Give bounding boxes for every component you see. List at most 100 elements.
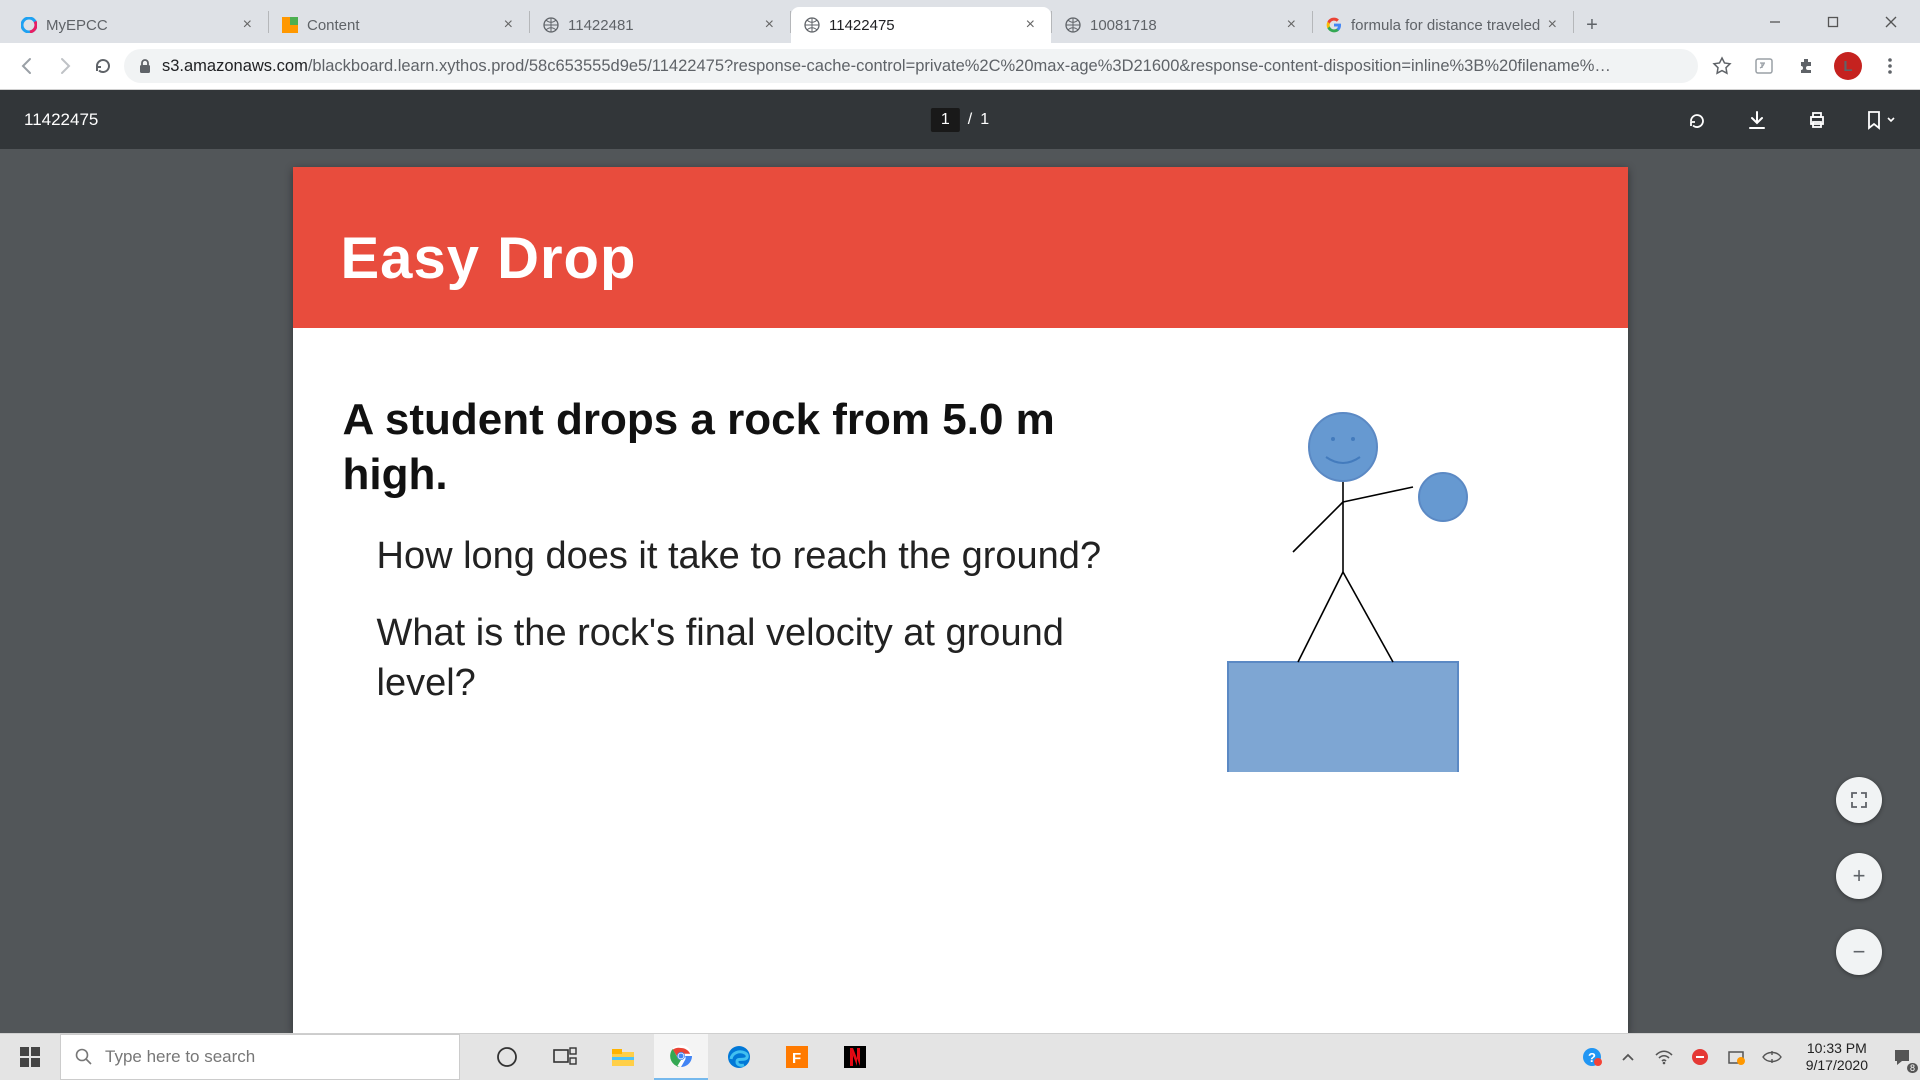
url-field[interactable]: s3.amazonaws.com/blackboard.learn.xythos… (124, 49, 1698, 83)
profile-avatar[interactable]: L (1834, 52, 1862, 80)
slide-question-2: What is the rock's final velocity at gro… (377, 609, 1158, 708)
avatar-letter: L (1843, 58, 1852, 75)
tab-content[interactable]: Content × (269, 7, 529, 43)
update-icon[interactable] (1722, 1043, 1750, 1071)
document-name: 11422475 (24, 110, 98, 130)
tab-google-search[interactable]: formula for distance traveled × (1313, 7, 1573, 43)
pdf-toolbar-actions (1686, 109, 1896, 131)
slide-title: Easy Drop (341, 225, 1580, 292)
taskbar-search[interactable]: Type here to search (60, 1034, 460, 1080)
window-controls (1746, 0, 1920, 43)
fit-page-button[interactable] (1836, 777, 1882, 823)
new-tab-button[interactable]: + (1574, 7, 1610, 43)
star-icon[interactable] (1708, 52, 1736, 80)
notification-count: 8 (1907, 1063, 1918, 1073)
clock-date: 9/17/2020 (1806, 1057, 1868, 1074)
print-icon[interactable] (1806, 109, 1828, 131)
zoom-out-button[interactable]: − (1836, 929, 1882, 975)
close-icon[interactable]: × (1544, 16, 1561, 34)
colorful-circle-icon (20, 16, 38, 34)
tab-myepcc[interactable]: MyEPCC × (8, 7, 268, 43)
taskbar-apps: F (480, 1034, 882, 1080)
wifi-icon[interactable] (1650, 1043, 1678, 1071)
tab-11422481[interactable]: 11422481 × (530, 7, 790, 43)
svg-text:F: F (792, 1050, 801, 1067)
url-domain: s3.amazonaws.com (162, 57, 308, 76)
tab-title: 11422475 (829, 17, 1022, 34)
tab-title: 11422481 (568, 17, 761, 34)
page-indicator: 1 / 1 (931, 108, 989, 132)
close-icon[interactable]: × (239, 16, 256, 34)
tab-title: 10081718 (1090, 17, 1283, 34)
close-icon[interactable]: × (1283, 16, 1300, 34)
reload-button[interactable] (86, 49, 120, 83)
tab-title: Content (307, 17, 500, 34)
slide-header: Easy Drop (293, 167, 1628, 328)
search-icon (75, 1048, 93, 1066)
menu-icon[interactable] (1876, 52, 1904, 80)
bookmark-dropdown-icon[interactable] (1866, 110, 1896, 130)
translate-icon[interactable] (1750, 52, 1778, 80)
rotate-icon[interactable] (1686, 109, 1708, 131)
total-pages: 1 (980, 111, 989, 129)
stick-figure-icon (1198, 392, 1538, 772)
file-explorer-button[interactable] (596, 1034, 650, 1080)
keyboard-icon[interactable] (1758, 1043, 1786, 1071)
system-tray: ? 10:33 PM 9/17/2020 8 (1578, 1040, 1920, 1074)
taskbar-clock[interactable]: 10:33 PM 9/17/2020 (1794, 1040, 1880, 1074)
stop-sync-icon[interactable] (1686, 1043, 1714, 1071)
browser-tab-strip: MyEPCC × Content × 11422481 × 11422475 ×… (0, 0, 1920, 43)
netflix-button[interactable] (828, 1034, 882, 1080)
globe-icon (1064, 16, 1082, 34)
download-icon[interactable] (1746, 109, 1768, 131)
chrome-button[interactable] (654, 1034, 708, 1080)
tab-title: MyEPCC (46, 17, 239, 34)
edge-button[interactable] (712, 1034, 766, 1080)
zoom-in-button[interactable]: + (1836, 853, 1882, 899)
notifications-icon[interactable]: 8 (1888, 1043, 1916, 1071)
pdf-page: Easy Drop A student drops a rock from 5.… (293, 167, 1628, 1033)
pdf-viewport[interactable]: Easy Drop A student drops a rock from 5.… (0, 149, 1920, 1033)
close-icon[interactable]: × (500, 16, 517, 34)
google-g-icon (1325, 16, 1343, 34)
globe-icon (542, 16, 560, 34)
url-path: /blackboard.learn.xythos.prod/58c653555d… (308, 57, 1611, 76)
head-icon (1309, 413, 1377, 481)
tab-10081718[interactable]: 10081718 × (1052, 7, 1312, 43)
tab-11422475[interactable]: 11422475 × (791, 7, 1051, 43)
back-button[interactable] (10, 49, 44, 83)
rock-icon (1419, 473, 1467, 521)
slide-heading: A student drops a rock from 5.0 m high. (343, 392, 1158, 502)
close-window-button[interactable] (1862, 0, 1920, 43)
toolbar-right-icons: L (1702, 52, 1910, 80)
tab-title: formula for distance traveled (1351, 17, 1544, 34)
lock-icon (138, 58, 152, 74)
platform-box (1228, 662, 1458, 772)
pdf-toolbar: 11422475 1 / 1 (0, 90, 1920, 149)
cortana-button[interactable] (480, 1034, 534, 1080)
globe-icon (803, 16, 821, 34)
task-view-button[interactable] (538, 1034, 592, 1080)
help-icon[interactable]: ? (1578, 1043, 1606, 1071)
close-icon[interactable]: × (1022, 16, 1039, 34)
clock-time: 10:33 PM (1806, 1040, 1868, 1057)
chevron-up-icon[interactable] (1614, 1043, 1642, 1071)
address-bar: s3.amazonaws.com/blackboard.learn.xythos… (0, 43, 1920, 90)
extensions-icon[interactable] (1792, 52, 1820, 80)
slide-body: A student drops a rock from 5.0 m high. … (293, 328, 1628, 822)
forward-button[interactable] (48, 49, 82, 83)
close-icon[interactable]: × (761, 16, 778, 34)
current-page[interactable]: 1 (931, 108, 960, 132)
search-placeholder: Type here to search (105, 1047, 255, 1067)
minimize-button[interactable] (1746, 0, 1804, 43)
pdf-floating-controls: + − (1836, 777, 1882, 975)
taskbar: Type here to search F ? 10:33 PM 9/17/20… (0, 1033, 1920, 1080)
slide-text: A student drops a rock from 5.0 m high. … (343, 392, 1158, 772)
slide-question-1: How long does it take to reach the groun… (377, 532, 1158, 581)
start-button[interactable] (0, 1034, 60, 1080)
page-separator: / (968, 111, 972, 129)
maximize-button[interactable] (1804, 0, 1862, 43)
slide-figure (1158, 392, 1578, 772)
orange-square-icon (281, 16, 299, 34)
app-orange-f[interactable]: F (770, 1034, 824, 1080)
